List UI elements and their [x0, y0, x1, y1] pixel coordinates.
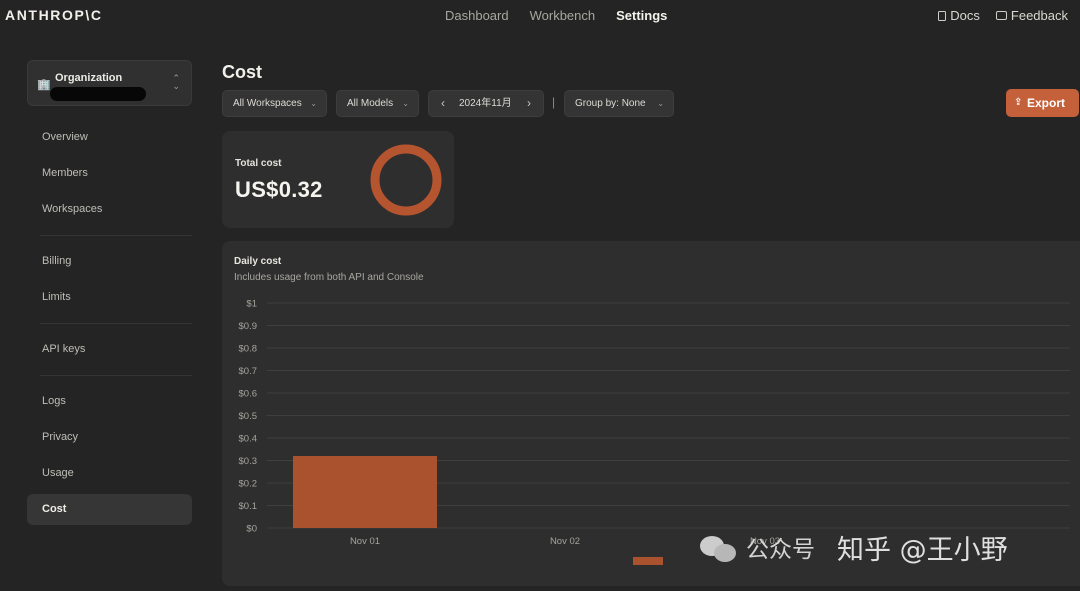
- daily-cost-card: Daily cost Includes usage from both API …: [222, 241, 1080, 586]
- models-filter[interactable]: All Models ⌄: [336, 90, 419, 117]
- sidebar-item-logs[interactable]: Logs: [42, 395, 66, 407]
- sidebar-item-workspaces[interactable]: Workspaces: [42, 203, 103, 215]
- x-tick-label: Nov 03: [750, 536, 780, 547]
- chevron-right-icon[interactable]: ›: [527, 96, 531, 110]
- redacted-org-name: [50, 87, 146, 101]
- models-filter-label: All Models: [347, 98, 394, 109]
- export-label: Export: [1027, 96, 1066, 110]
- y-tick-label: $0.2: [239, 479, 258, 490]
- organization-switcher[interactable]: 🏢 Organization ⌃ ⌄: [27, 60, 192, 106]
- sidebar-item-limits[interactable]: Limits: [42, 291, 71, 303]
- chevron-down-icon: ⌄: [657, 99, 664, 108]
- organization-label: Organization: [55, 72, 123, 84]
- nav-dashboard[interactable]: Dashboard: [445, 8, 509, 23]
- watermark-text-account: 公众号: [746, 537, 815, 563]
- nav-workbench[interactable]: Workbench: [529, 8, 596, 23]
- chevron-down-icon: ⌄: [310, 99, 317, 108]
- cost-donut-chart: [370, 144, 442, 216]
- sidebar-item-privacy[interactable]: Privacy: [42, 431, 79, 443]
- daily-cost-title: Daily cost: [234, 256, 282, 267]
- docs-link[interactable]: Docs: [938, 8, 980, 23]
- y-tick-label: $0.3: [239, 456, 258, 467]
- watermark: 公众号 知乎 @王小野: [698, 527, 1008, 567]
- workspaces-filter[interactable]: All Workspaces ⌄: [222, 90, 327, 117]
- docs-label: Docs: [950, 8, 980, 23]
- main-nav: Dashboard Workbench Settings: [445, 8, 667, 23]
- sidebar-item-overview[interactable]: Overview: [42, 131, 88, 143]
- nav-settings[interactable]: Settings: [616, 8, 668, 23]
- feedback-link[interactable]: Feedback: [995, 8, 1068, 23]
- export-button[interactable]: ⇪ Export: [1006, 89, 1079, 117]
- sidebar-item-billing[interactable]: Billing: [42, 255, 72, 267]
- month-picker: ‹ 2024年11月 ›: [428, 90, 544, 117]
- chevron-down-icon: ⌄: [402, 99, 409, 108]
- y-tick-label: $0.9: [239, 321, 258, 332]
- y-tick-label: $0: [246, 524, 257, 535]
- chevron-left-icon[interactable]: ‹: [441, 96, 445, 110]
- daily-cost-subtitle: Includes usage from both API and Console: [234, 272, 424, 283]
- sidebar-item-cost[interactable]: Cost: [27, 494, 192, 525]
- watermark-text-author: 知乎 @王小野: [837, 534, 1008, 566]
- month-label: 2024年11月: [459, 98, 512, 109]
- x-tick-label: Nov 02: [550, 536, 580, 547]
- donut-arc: [370, 144, 442, 216]
- x-tick-label: Nov 01: [350, 536, 380, 547]
- workspaces-filter-label: All Workspaces: [233, 98, 302, 109]
- sidebar-item-usage[interactable]: Usage: [42, 467, 74, 479]
- y-tick-label: $0.8: [239, 344, 258, 355]
- group-by-label: Group by: None: [575, 98, 646, 109]
- building-icon: 🏢: [37, 79, 51, 91]
- total-cost-value: US$0.32: [235, 177, 323, 202]
- y-tick-label: $0.5: [239, 411, 258, 422]
- y-tick-label: $0.4: [239, 434, 258, 445]
- sidebar-divider: [40, 375, 192, 376]
- y-tick-label: $0.1: [239, 501, 258, 512]
- total-cost-label: Total cost: [235, 158, 282, 169]
- y-tick-label: $0.6: [239, 389, 258, 400]
- bar: [293, 456, 437, 528]
- document-icon: [938, 10, 947, 21]
- top-bar: ANTHROP\C Dashboard Workbench Settings D…: [0, 0, 1080, 32]
- y-tick-label: $0.7: [239, 366, 258, 377]
- group-by-filter[interactable]: Group by: None ⌄: [564, 90, 674, 117]
- daily-cost-chart: $0 $0.1 $0.2 $0.3 $0.4 $0.5 $0.6 $0.7 $0.8 $0.9 $1…: [239, 299, 1070, 565]
- sidebar-divider: [40, 323, 192, 324]
- legend-swatch: [633, 557, 663, 565]
- export-icon: ⇪: [1014, 97, 1023, 108]
- sidebar-item-members[interactable]: Members: [42, 167, 88, 179]
- sidebar-item-api-keys[interactable]: API keys: [42, 343, 86, 355]
- wechat-icon: [698, 530, 738, 564]
- top-links: Docs Feedback: [938, 8, 1068, 23]
- feedback-label: Feedback: [1010, 8, 1068, 23]
- filter-separator: |: [552, 95, 556, 109]
- chevron-up-down-icon: ⌃ ⌄: [172, 73, 180, 91]
- sidebar-divider: [40, 235, 192, 236]
- feedback-icon: [995, 11, 1007, 20]
- y-tick-label: $1: [246, 299, 257, 310]
- total-cost-card: Total cost US$0.32: [222, 131, 454, 228]
- page-title: Cost: [222, 62, 262, 82]
- anthropic-logo[interactable]: ANTHROP\C: [5, 7, 103, 23]
